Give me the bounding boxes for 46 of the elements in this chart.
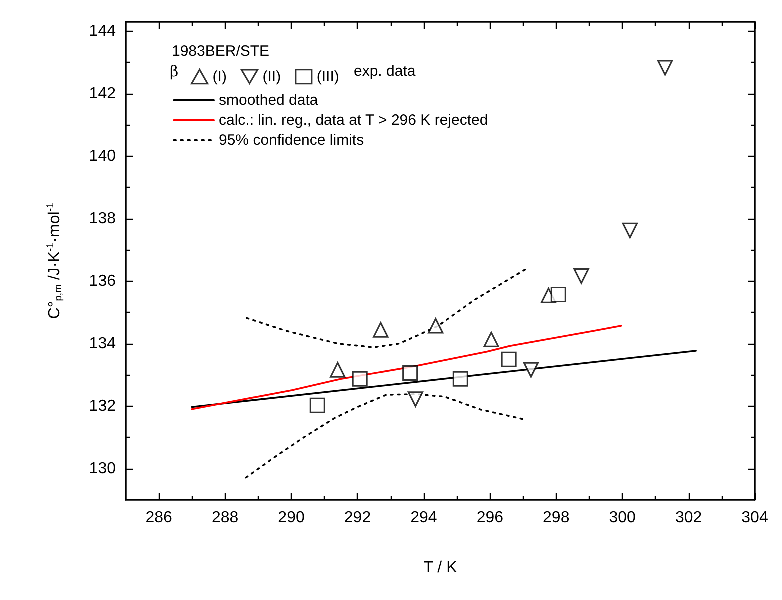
x-tick-label: 294 xyxy=(410,510,438,526)
x-tick-label: 304 xyxy=(742,510,768,526)
annotation: exp. data xyxy=(354,63,416,80)
point xyxy=(310,398,326,414)
y-tick-label: 136 xyxy=(89,272,116,290)
point xyxy=(352,371,368,387)
y-tick-label: 134 xyxy=(89,335,116,352)
x-tick-label: 286 xyxy=(146,510,173,526)
x-tick-label: 298 xyxy=(543,510,570,526)
point xyxy=(408,392,424,408)
x-tick-label: 296 xyxy=(476,510,504,526)
y-axis-title: C°p,m /J·K-1·mol-1 xyxy=(46,202,64,320)
y-tick-label: 144 xyxy=(89,22,116,40)
point xyxy=(452,371,468,387)
point xyxy=(523,362,540,378)
point xyxy=(550,286,566,303)
legend-label: (III) xyxy=(316,68,340,86)
x-tick-label: 290 xyxy=(278,510,305,526)
y-tick-label: 132 xyxy=(89,398,116,415)
line-series xyxy=(246,268,528,348)
y-tick-label: 140 xyxy=(89,148,116,165)
point xyxy=(428,318,444,334)
point xyxy=(657,60,674,76)
x-axis-title: T / K xyxy=(424,560,458,576)
legend-title: 1983BER/STE xyxy=(172,43,270,60)
x-tick-label: 302 xyxy=(675,510,702,526)
line-series xyxy=(191,325,622,410)
x-tick-label: 300 xyxy=(609,510,636,526)
legend-label: calc.: lin. reg., data at T > 296 K rejected xyxy=(219,112,488,129)
y-tick-label: 138 xyxy=(89,210,116,228)
point xyxy=(484,332,500,348)
point xyxy=(330,362,346,378)
legend-label: (II) xyxy=(262,68,282,86)
annotation: β xyxy=(170,62,179,80)
point xyxy=(622,222,638,238)
y-tick-label: 142 xyxy=(89,85,116,102)
x-tick-label: 288 xyxy=(212,510,239,526)
legend-label: (I) xyxy=(212,68,227,86)
legend-label: smoothed data xyxy=(219,92,319,109)
point xyxy=(501,352,517,368)
point xyxy=(402,365,418,381)
y-tick-label: 130 xyxy=(89,460,116,478)
x-tick-label: 292 xyxy=(344,510,372,526)
point xyxy=(574,268,590,284)
point xyxy=(373,322,389,338)
legend-label: 95% confidence limits xyxy=(219,132,364,149)
